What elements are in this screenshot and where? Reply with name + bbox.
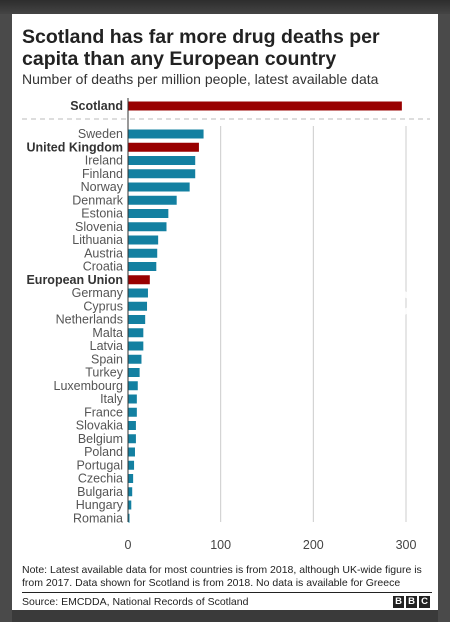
x-tick-label: 0 (125, 538, 132, 552)
bar (128, 500, 132, 510)
bar (128, 421, 136, 430)
category-label: Cyprus (83, 299, 123, 313)
chart-note: Note: Latest available data for most cou… (22, 564, 422, 589)
bar (128, 156, 196, 165)
category-label: Luxembourg (54, 379, 124, 393)
background-top (0, 0, 450, 14)
bbc-logo: B B C (393, 596, 430, 608)
bar (128, 341, 144, 351)
footer-divider (22, 592, 432, 593)
bar (128, 447, 135, 457)
bar (128, 142, 199, 152)
bar (128, 301, 148, 311)
bar (128, 235, 159, 245)
bar (128, 513, 130, 523)
bar (128, 101, 402, 111)
category-label: Hungary (76, 498, 124, 512)
bar (128, 288, 148, 298)
category-label: Slovenia (75, 220, 123, 234)
category-label: Austria (84, 246, 123, 260)
bar (128, 354, 142, 364)
bar (128, 407, 137, 417)
bar (128, 460, 135, 470)
bar (128, 328, 144, 338)
bar (128, 394, 137, 404)
chevron-right-icon[interactable] (388, 282, 422, 324)
bbc-logo-letter: C (419, 596, 430, 608)
bbc-logo-letter: B (393, 596, 404, 608)
category-label: Malta (92, 326, 123, 340)
bar (128, 182, 190, 192)
bar (128, 195, 177, 205)
bar (128, 275, 150, 285)
category-label: Sweden (78, 127, 123, 141)
category-label: United Kingdom (26, 140, 123, 154)
category-label: Denmark (72, 193, 123, 207)
category-label: Spain (91, 352, 123, 366)
x-tick-label: 100 (210, 538, 231, 552)
x-tick-label: 200 (303, 538, 324, 552)
x-tick-label: 300 (396, 538, 417, 552)
chart-subtitle: Number of deaths per million people, lat… (22, 71, 379, 87)
category-label: Portugal (76, 458, 123, 472)
category-label: France (84, 405, 123, 419)
chart-card: Scotland has far more drug deaths per ca… (12, 14, 438, 610)
background-right (438, 14, 450, 622)
bar (128, 209, 169, 218)
category-label: Turkey (85, 366, 123, 380)
bar (128, 222, 167, 232)
chart-title: Scotland has far more drug deaths per ca… (22, 26, 380, 70)
bar (128, 434, 136, 444)
chart-source: Source: EMCDDA, National Records of Scot… (22, 596, 249, 608)
category-label: European Union (26, 273, 123, 287)
category-label: Italy (100, 392, 124, 406)
category-label: Latvia (90, 339, 123, 353)
bar (128, 169, 196, 179)
category-label: Netherlands (56, 313, 123, 327)
category-label: Germany (72, 286, 124, 300)
category-label: Finland (82, 167, 123, 181)
bbc-logo-letter: B (406, 596, 417, 608)
bar (128, 262, 157, 271)
category-label: Lithuania (72, 233, 123, 247)
category-label: Estonia (81, 207, 123, 221)
bar (128, 129, 204, 139)
category-label: Belgium (78, 432, 123, 446)
bar (128, 315, 146, 324)
category-label: Romania (73, 511, 123, 525)
category-label: Norway (81, 180, 124, 194)
category-label: Croatia (83, 260, 123, 274)
category-label: Scotland (70, 99, 123, 113)
bar (128, 248, 158, 258)
bar (128, 474, 134, 483)
bar (128, 381, 138, 391)
bar (128, 487, 133, 497)
category-label: Czechia (78, 472, 123, 486)
bar (128, 368, 140, 377)
category-label: Slovakia (76, 419, 123, 433)
category-label: Poland (84, 445, 123, 459)
category-label: Bulgaria (77, 485, 123, 499)
category-label: Ireland (85, 154, 123, 168)
background-left (0, 14, 12, 622)
